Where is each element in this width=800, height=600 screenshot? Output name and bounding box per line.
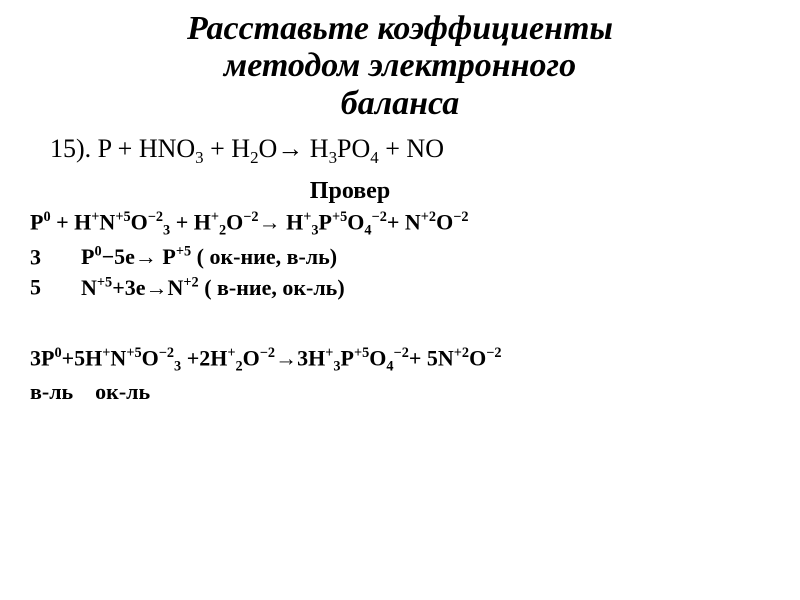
equation-formula: P + HNO3 + H2O→ H3PO4 + NO [98,134,444,163]
balance-line-1: P0 + H+N+5O−23 + H+2O−2→ H+3P+5O4−2+ N+2… [30,209,770,240]
half-reaction-1: P0−5e→ P+5 ( ок-ние, в-ль) [81,244,337,269]
result-equation: 3P0+5H+N+5O−23 +2H+2O−2→3H+3P+5O4−2+ 5N+… [30,345,770,376]
coef-2: 5 [30,275,41,300]
equation-number: 15). [50,134,91,163]
check-label: Провер [0,178,770,205]
title-line2: методом электронного [30,47,770,84]
slide-title: Расставьте коэффициенты методом электрон… [30,10,770,122]
half-reaction-2: N+5+3e→N+2 ( в-ние, ок-ль) [81,275,345,300]
coef-1: 3 [30,244,41,269]
title-line3: баланса [30,85,770,122]
main-equation: 15). P + HNO3 + H2O→ H3PO4 + NO [30,134,770,168]
balance-line-2: 3 P0−5e→ P+5 ( ок-ние, в-ль) [30,244,770,270]
result-labels: в-ль ок-ль [30,379,770,405]
title-line1: Расставьте коэффициенты [30,10,770,47]
balance-line-3: 5 N+5+3e→N+2 ( в-ние, ок-ль) [30,274,770,300]
